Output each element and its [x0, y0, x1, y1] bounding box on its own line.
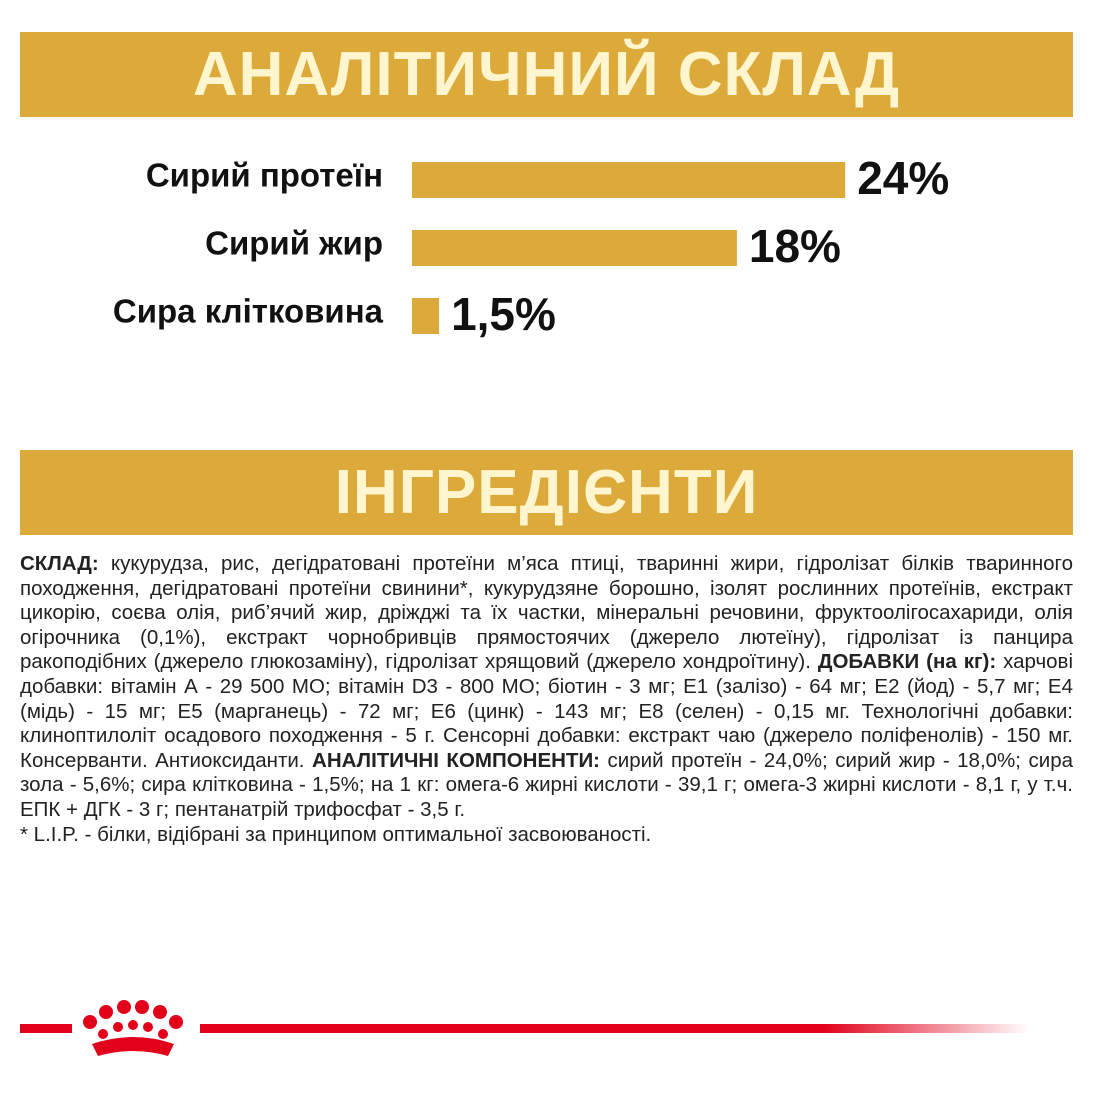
header-band: ІНГРЕДІЄНТИ — [20, 450, 1073, 535]
bar — [412, 162, 846, 198]
value-label: 1,5% — [451, 288, 556, 340]
header-band: АНАЛІТИЧНИЙ СКЛАД — [20, 32, 1073, 117]
red-line — [200, 1024, 1030, 1033]
bar — [412, 230, 737, 266]
value-label: 24% — [857, 152, 949, 204]
category-label: Сира клітковина — [113, 293, 384, 330]
section-title: АНАЛІТИЧНИЙ СКЛАД — [192, 40, 901, 109]
crown — [83, 1000, 183, 1056]
label: СКЛАД: — [20, 552, 99, 575]
footnote: * L.I.P. - білки, відібрані за принципом… — [20, 822, 652, 846]
red-line — [20, 1024, 72, 1033]
footer-logo — [20, 1000, 1030, 1056]
label: ДОБАВКИ (на кг): — [817, 650, 997, 674]
text: харчові добавки: вітамін А - 29 500 МО; … — [20, 650, 1073, 772]
text: сирий протеїн - 24,0%; сирий жир - 18,0%… — [20, 748, 1073, 821]
category-label: Сирий жир — [205, 225, 383, 262]
chart: Сирий протеїн 24% Сирий жир 18% Сира клітков… — [113, 152, 949, 340]
label: АНАЛІТИЧНІ КОМПОНЕНТИ: — [312, 748, 601, 772]
text: кукурудза, рис, дегідратовані протеїни м… — [20, 552, 1073, 674]
value-label: 18% — [749, 220, 841, 272]
section-title: ІНГРЕДІЄНТИ — [334, 458, 759, 527]
paragraph: СКЛАД: кукурудза, рис, дегідратовані про… — [20, 552, 1073, 823]
bar — [412, 298, 440, 334]
ingredients-text: СКЛАД: кукурудза, рис, дегідратовані про… — [20, 552, 1073, 847]
category-label: Сирий протеїн — [146, 157, 383, 194]
